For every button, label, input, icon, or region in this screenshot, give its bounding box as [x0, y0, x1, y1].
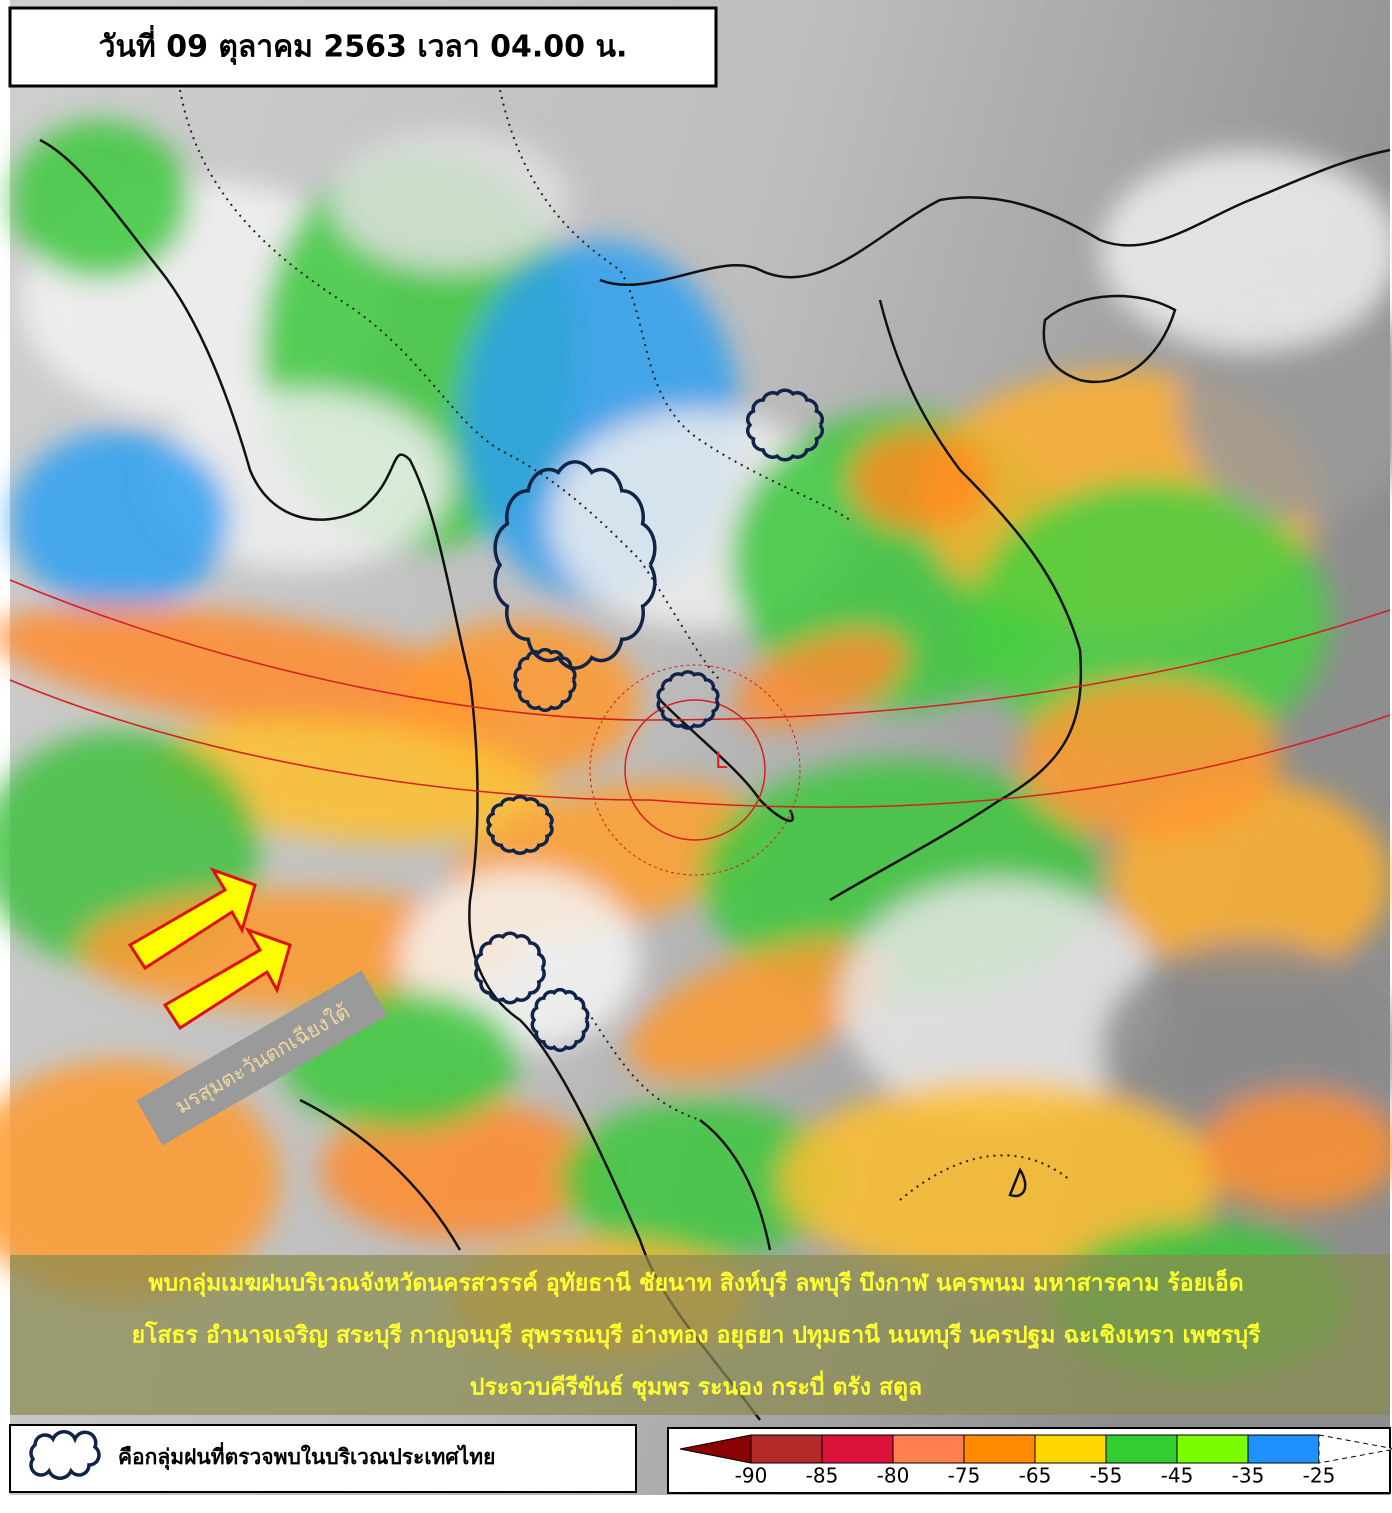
cloud-blob — [840, 880, 1160, 1120]
colorbar-segment — [963, 1434, 1036, 1464]
title: วันที่ 09 ตุลาคม 2563 เวลา 04.00 น. — [99, 25, 628, 66]
colorbar-tick-label: -90 — [735, 1464, 768, 1488]
low-pressure-circle — [624, 699, 766, 841]
colorbar-segment — [1105, 1434, 1178, 1464]
colorbar-tick-label: -55 — [1090, 1464, 1123, 1488]
colorbar-tick-label: -65 — [1019, 1464, 1052, 1488]
colorbar-tick-label: -45 — [1161, 1464, 1194, 1488]
coastlines — [39, 138, 1391, 1421]
cloud-blob — [850, 430, 990, 530]
cloud-blob — [10, 430, 230, 610]
rain-cluster — [486, 795, 554, 855]
legend-label: คือกลุ่มฝนที่ตรวจพบในบริเวณประเทศไทย — [118, 1441, 495, 1471]
cloud-blob — [330, 130, 570, 270]
summary-band — [10, 1255, 1390, 1415]
colorbar-segment — [1176, 1434, 1249, 1464]
colorbar-tick-label: -35 — [1232, 1464, 1265, 1488]
summary-line: ยโสธร อำนาจเจริญ สระบุรี กาญจนบุรี สุพรร… — [132, 1321, 1262, 1350]
cloud-field — [0, 120, 1392, 1380]
cloud-blob — [1200, 1090, 1392, 1210]
low-label: L — [715, 749, 728, 774]
colorbar-segment — [892, 1434, 965, 1464]
rain-cluster — [474, 931, 546, 1005]
rain-cluster — [493, 460, 657, 670]
cloud-blob — [1100, 150, 1392, 350]
cloud-blob — [0, 604, 508, 736]
legend-box — [9, 1424, 637, 1493]
rain-cluster — [656, 670, 720, 730]
colorbar-tick-label: -75 — [948, 1464, 981, 1488]
title-box — [8, 6, 718, 88]
legend-cloud-icon — [29, 1430, 101, 1480]
low-pressure-ring — [589, 664, 801, 876]
rain-clusters — [474, 388, 824, 1053]
monsoon-tag-bg — [136, 970, 388, 1146]
cloud-blob — [0, 1060, 280, 1300]
colorbar-end — [1318, 1434, 1392, 1464]
cloud-blob — [1020, 680, 1280, 840]
summary-text: พบกลุ่มเมฆฝนบริเวณจังหวัดนครสวรรค์ อุทัย… — [132, 1268, 1262, 1402]
rain-cluster — [513, 647, 577, 713]
colorbar-tick-label: -85 — [806, 1464, 839, 1488]
rain-cluster — [746, 388, 824, 462]
cloud-blob — [780, 1080, 1220, 1280]
colorbar-segment — [1034, 1434, 1107, 1464]
trough-lines — [9, 579, 1391, 808]
colorbar: -90 -85 -80 -75 -65 -55 -45 -35 -25 — [679, 1434, 1392, 1488]
cloud-blob — [627, 939, 893, 1081]
cloud-blob — [10, 120, 190, 280]
colorbar-tick-label: -80 — [877, 1464, 910, 1488]
borders — [179, 89, 1071, 1201]
rain-cluster — [530, 987, 590, 1053]
summary-line: พบกลุ่มเมฆฝนบริเวณจังหวัดนครสวรรค์ อุทัย… — [148, 1268, 1243, 1298]
colorbar-segment — [821, 1434, 894, 1464]
colorbar-tick-label: -25 — [1303, 1464, 1336, 1488]
monsoon-arrows — [127, 867, 292, 1031]
cloud-blob — [320, 1100, 600, 1240]
summary-line: ประจวบคีรีขันธ์ ชุมพร ระนอง กระบี่ ตรัง … — [470, 1370, 922, 1402]
colorbar-segment — [1247, 1434, 1320, 1464]
colorbar-segment — [750, 1434, 823, 1464]
